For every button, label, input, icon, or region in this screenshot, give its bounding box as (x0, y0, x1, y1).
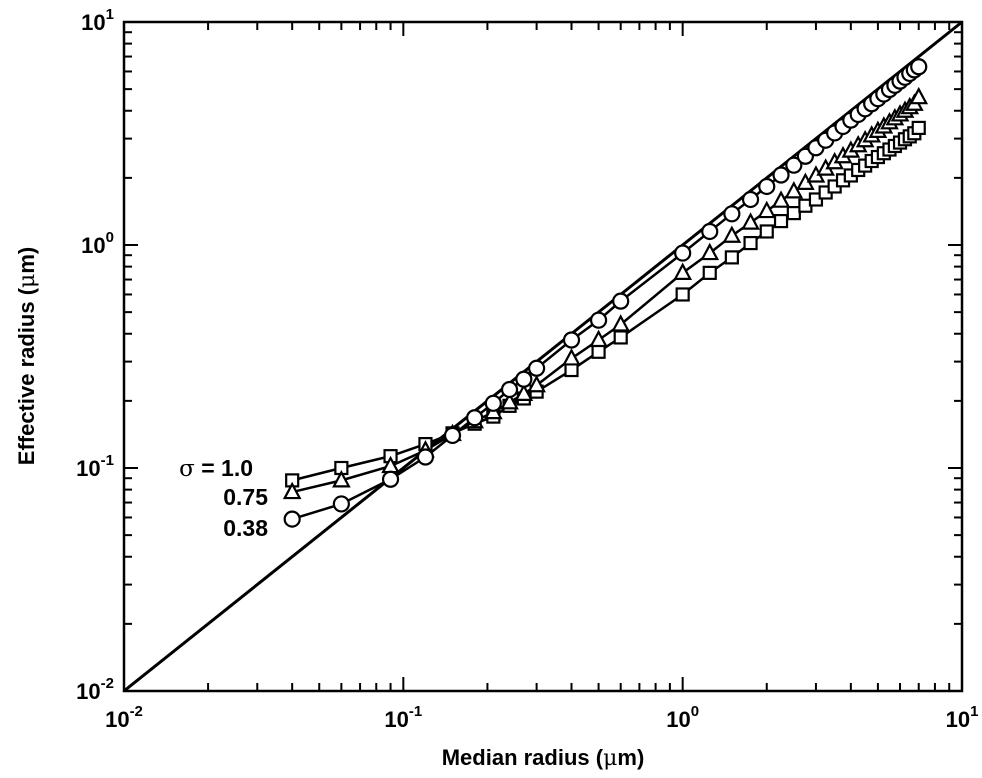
data-point-circle (910, 58, 928, 76)
data-point-circle (416, 448, 435, 466)
data-point-triangle (771, 190, 791, 208)
series-label-sigma-1-0: σ = 1.0 (179, 455, 253, 482)
data-point-circle (674, 244, 692, 262)
data-point-square (786, 206, 801, 221)
axis-ticks (123, 22, 962, 692)
data-point-square (613, 330, 628, 345)
series-label-0-75: 0.75 (223, 484, 268, 510)
data-point-triangle (514, 383, 534, 401)
data-point-circle (283, 510, 301, 528)
data-point-circle (701, 222, 719, 241)
data-point-square (911, 120, 926, 136)
plot-frame (122, 20, 964, 693)
data-point-circle (589, 311, 608, 329)
data-point-circle (758, 177, 776, 196)
x-tick-label: 101 (946, 703, 979, 732)
data-point-circle (785, 156, 803, 174)
data-point-square (743, 235, 758, 251)
data-point-triangle (784, 181, 804, 199)
y-tick-label: 100 (81, 229, 114, 258)
series-markers (282, 58, 929, 528)
data-point-triangle (741, 212, 760, 230)
data-point-circle (515, 370, 533, 388)
data-point-circle (466, 409, 484, 427)
data-point-square (591, 344, 606, 359)
data-point-circle (612, 292, 630, 310)
data-point-circle (500, 380, 519, 399)
data-point-square (564, 362, 579, 378)
data-point-square (759, 224, 774, 239)
data-point-triangle (673, 262, 693, 280)
data-point-square (773, 213, 789, 229)
data-point-triangle (589, 329, 608, 348)
data-point-square (675, 287, 690, 302)
data-point-circle (723, 205, 741, 223)
data-point-triangle (332, 470, 351, 488)
axis-tick-labels: 10-2 10-1 100 101 10-2 10-1 100 101 (76, 6, 978, 732)
x-axis-title: Median radius (μm) (442, 745, 645, 771)
data-point-triangle (527, 374, 546, 393)
data-point-triangle (562, 348, 581, 366)
data-point-triangle (500, 392, 519, 410)
data-point-circle (484, 394, 502, 412)
data-point-circle (772, 166, 790, 184)
series-line-triangle (291, 96, 920, 494)
x-tick-label: 10-2 (105, 703, 143, 732)
data-point-square (702, 265, 717, 280)
series-line-square (291, 127, 920, 482)
data-point-circle (741, 190, 760, 209)
y-axis-title: Effective radius (μm) (14, 247, 40, 465)
data-point-circle (562, 331, 581, 349)
x-tick-label: 10-1 (384, 703, 422, 732)
y-tick-label: 101 (81, 6, 114, 35)
data-point-triangle (282, 481, 302, 500)
data-point-triangle (722, 225, 742, 243)
data-point-circle (381, 470, 400, 488)
data-point-circle (443, 426, 462, 445)
data-point-circle (332, 495, 350, 513)
data-point-triangle (700, 242, 720, 261)
series-label-0-38: 0.38 (223, 515, 268, 541)
y-tick-label: 10-2 (76, 675, 114, 704)
data-point-triangle (611, 314, 631, 332)
data-point-circle (528, 359, 546, 377)
x-tick-label: 100 (666, 703, 699, 732)
data-point-triangle (909, 86, 929, 105)
data-point-triangle (757, 200, 777, 219)
y-tick-label: 10-1 (76, 452, 114, 481)
data-point-square (724, 250, 739, 265)
